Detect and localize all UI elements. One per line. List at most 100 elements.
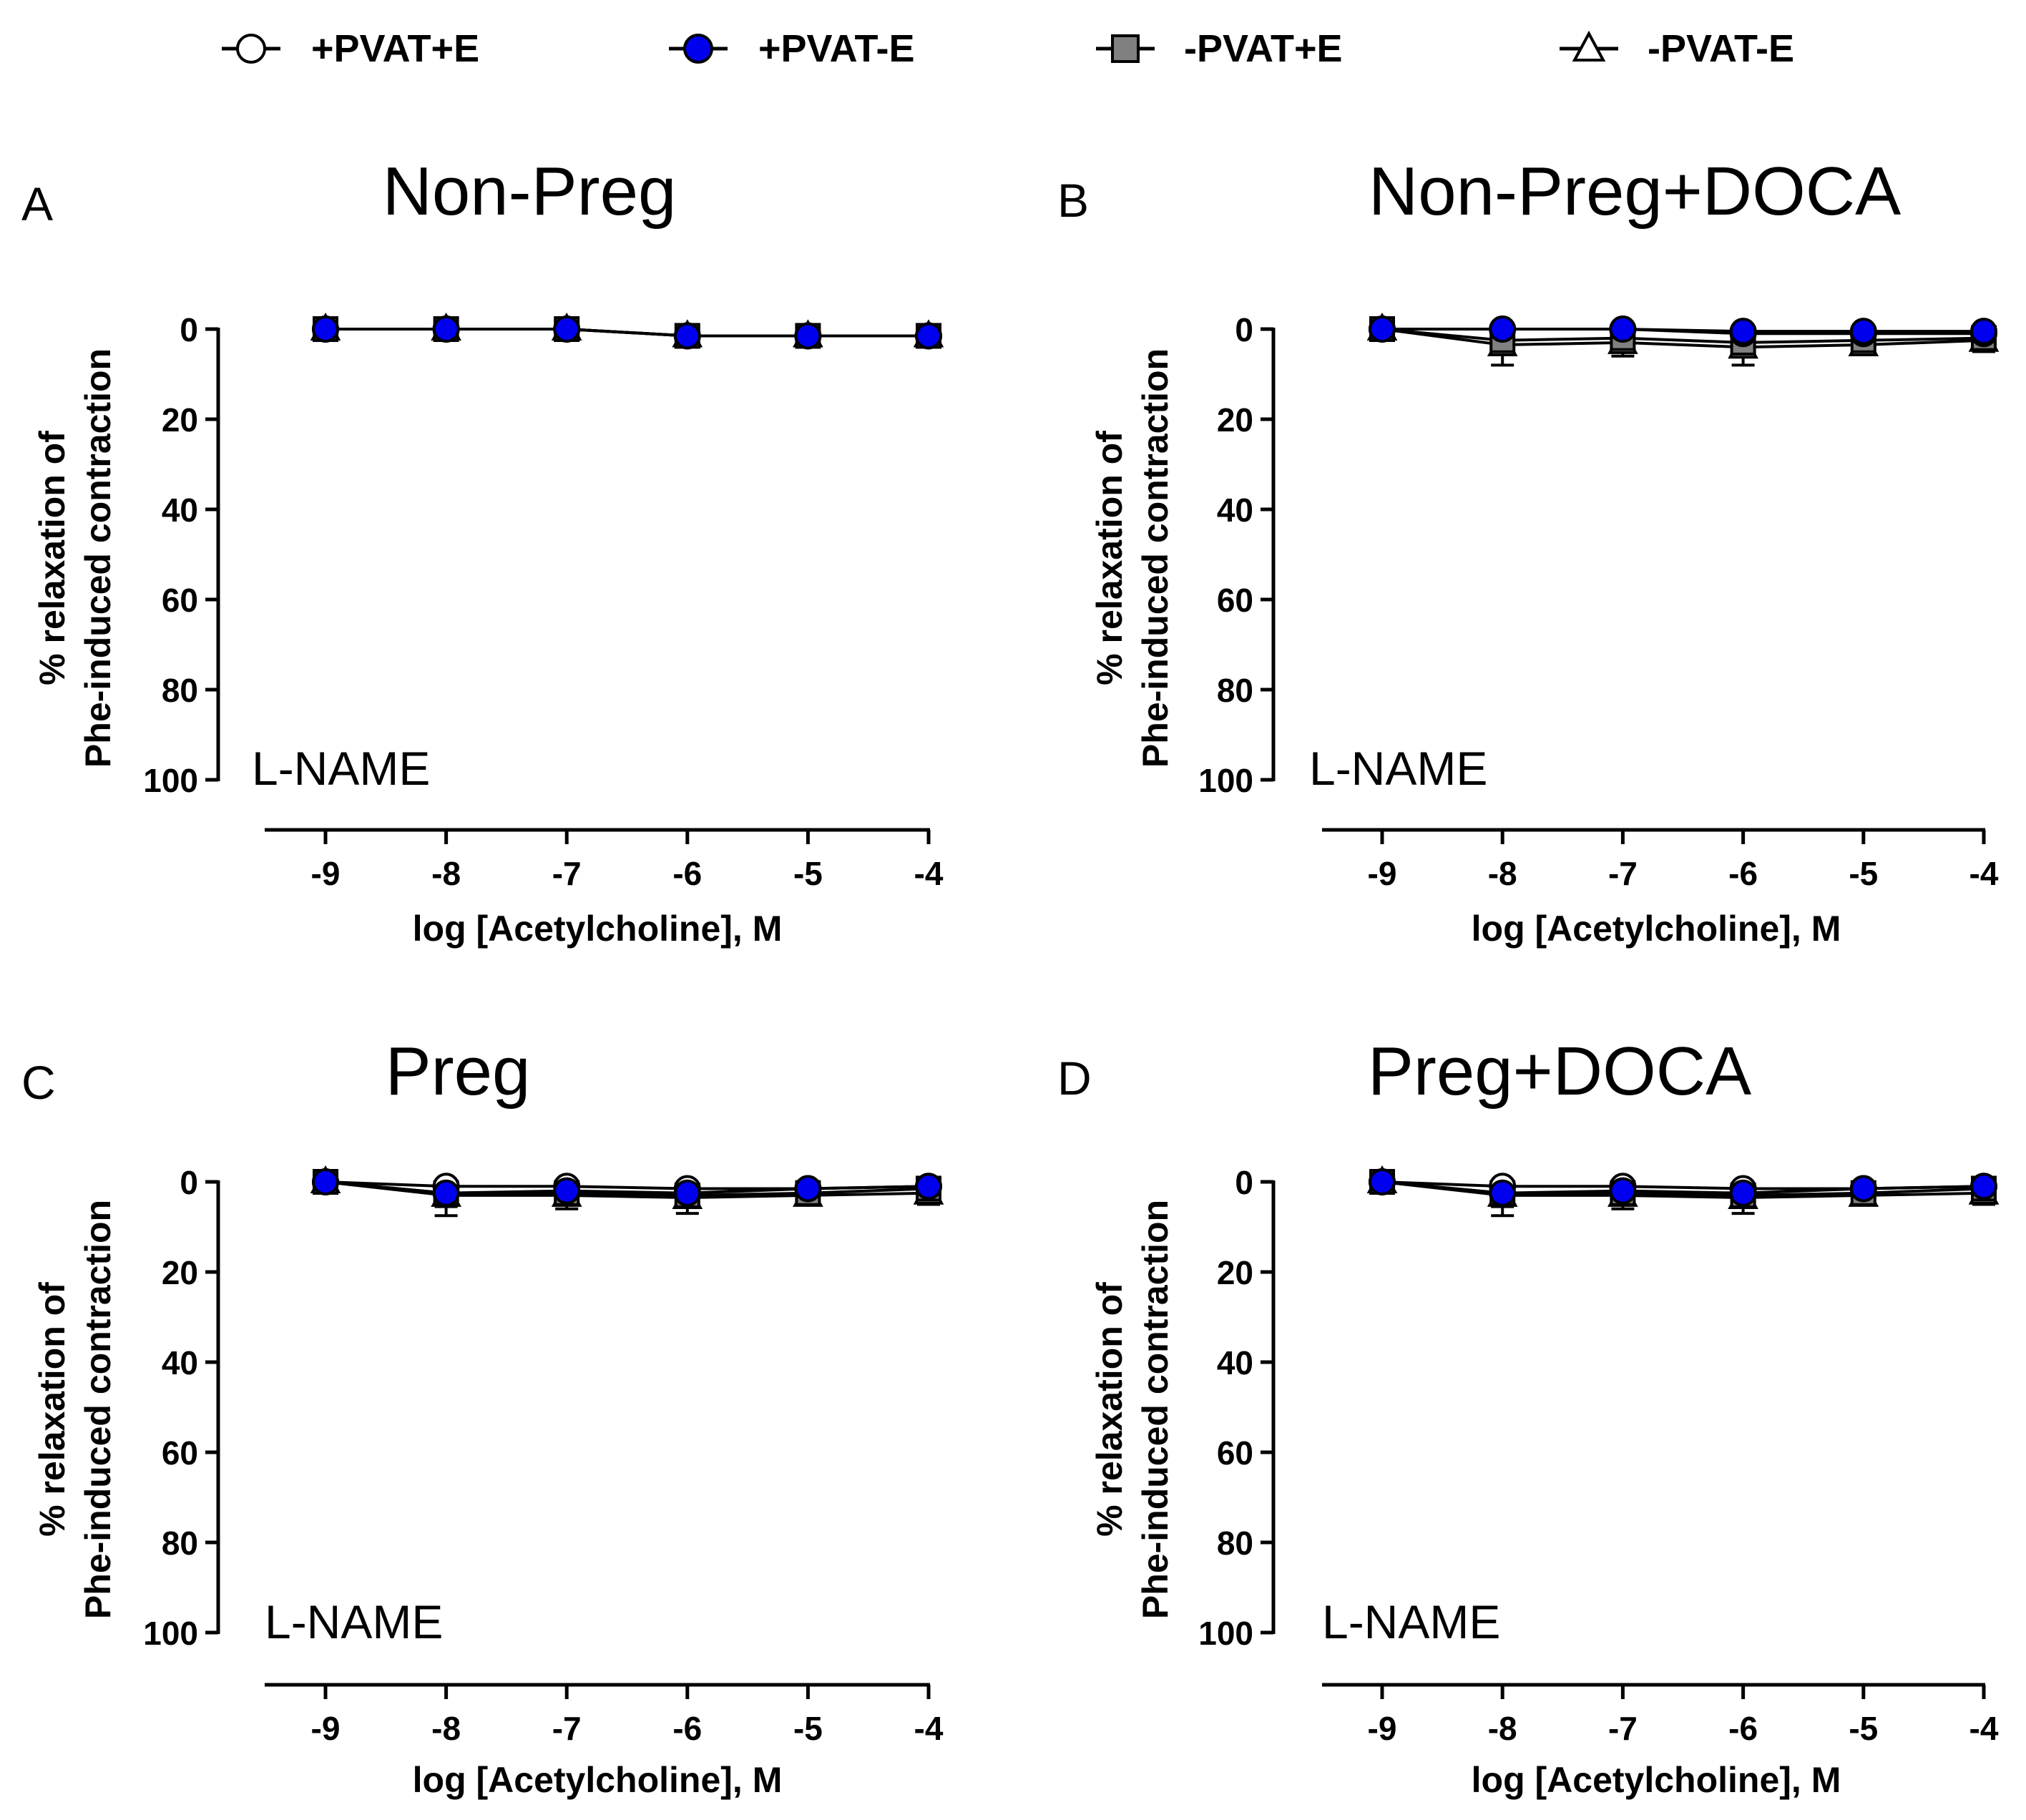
x-tick-label: -9	[311, 1710, 341, 1747]
y-axis-label-line1: % relaxation of	[1090, 1282, 1130, 1537]
y-tick-label: 20	[1217, 401, 1253, 439]
data-point-circle	[312, 315, 339, 343]
y-tick-label: 60	[162, 582, 198, 619]
panel-title: Preg	[386, 1033, 531, 1110]
y-tick-label: 0	[1235, 311, 1253, 348]
data-point-circle	[1369, 1168, 1396, 1195]
annotation-label: L-NAME	[1322, 1595, 1500, 1648]
x-axis-label: log [Acetylcholine], M	[1472, 909, 1841, 949]
x-tick-label: -6	[1728, 1710, 1758, 1747]
x-tick-label: -4	[1969, 855, 1999, 892]
panel-title: Preg+DOCA	[1368, 1033, 1751, 1110]
y-axis-label-line2: Phe-induced contraction	[1135, 348, 1175, 768]
y-axis-label-line1: % relaxation of	[32, 1282, 72, 1537]
y-tick-label: 80	[1217, 672, 1253, 709]
x-tick-label: -4	[914, 1710, 944, 1747]
data-point-circle	[432, 315, 460, 343]
x-tick-label: -8	[431, 1710, 461, 1747]
x-tick-label: -8	[431, 855, 461, 892]
data-point-circle	[1970, 1173, 1997, 1200]
data-point-circle	[1729, 318, 1757, 346]
data-point-circle	[1849, 318, 1877, 346]
legend-entry-pvat-plus-e: +PVAT+E	[222, 27, 479, 70]
panel-a: A Non-Preg % relaxation of Phe-induced c…	[21, 153, 944, 949]
x-tick-label: -4	[914, 855, 944, 892]
x-tick-label: -5	[1849, 855, 1878, 892]
series-line	[1381, 1180, 1985, 1195]
y-tick-label: 60	[1217, 1434, 1253, 1472]
y-tick-label: 100	[143, 762, 198, 799]
y-tick-label: 0	[180, 1164, 198, 1201]
x-tick-label: -7	[1608, 855, 1638, 892]
open-circle-marker	[236, 34, 266, 64]
x-tick-label: -6	[672, 855, 702, 892]
y-axis-label-line2: Phe-induced contraction	[78, 1200, 118, 1619]
series-line	[1381, 1180, 1985, 1200]
x-axis-label: log [Acetylcholine], M	[413, 1760, 783, 1800]
x-tick-label: -8	[1488, 1710, 1517, 1747]
x-tick-label: -9	[1368, 1710, 1397, 1747]
series-line	[1381, 328, 1985, 344]
data-point-circle	[915, 322, 942, 350]
panel-letter: B	[1057, 174, 1089, 227]
y-tick-label: 80	[162, 672, 198, 709]
data-point-circle	[1970, 318, 1997, 346]
y-tick-label: 0	[1235, 1164, 1253, 1201]
x-tick-label: -7	[1608, 1710, 1638, 1747]
data-point-circle	[915, 1173, 942, 1200]
legend-entry-no-pvat-plus-e: -PVAT+E	[1096, 27, 1343, 70]
data-point-circle	[1369, 315, 1396, 343]
annotation-label: L-NAME	[265, 1595, 443, 1648]
series-line	[325, 1180, 929, 1200]
data-point-circle	[1849, 1175, 1877, 1203]
y-axis-label-line1: % relaxation of	[32, 431, 72, 685]
legend-label: +PVAT-E	[758, 27, 915, 70]
data-point-circle	[1729, 1179, 1757, 1207]
data-point-circle	[794, 1175, 822, 1203]
data-point-circle	[794, 322, 822, 350]
data-point-circle	[553, 1177, 581, 1205]
panel-title: Non-Preg+DOCA	[1369, 153, 1901, 230]
x-tick-label: -5	[793, 855, 823, 892]
data-point-circle	[553, 315, 581, 343]
y-tick-label: 100	[1198, 762, 1253, 799]
y-tick-label: 20	[162, 1254, 198, 1291]
panel-b: B Non-Preg+DOCA % relaxation of Phe-indu…	[1057, 153, 2000, 949]
x-tick-label: -8	[1488, 855, 1517, 892]
x-tick-label: -4	[1969, 1710, 1999, 1747]
y-tick-label: 20	[162, 401, 198, 439]
x-tick-label: -5	[1849, 1710, 1878, 1747]
panel-letter: D	[1057, 1052, 1092, 1105]
y-tick-label: 20	[1217, 1254, 1253, 1291]
x-axis-label: log [Acetylcholine], M	[1472, 1760, 1841, 1800]
y-tick-label: 0	[180, 311, 198, 348]
series-line	[325, 1180, 929, 1195]
legend-entry-no-pvat-minus-e: -PVAT-E	[1560, 27, 1794, 70]
x-tick-label: -5	[793, 1710, 823, 1747]
y-axis-label-line2: Phe-induced contraction	[1135, 1200, 1175, 1619]
plot-area: 0 20 40 60 80 100 -9 -8 -7 -6 -5 -4	[1198, 311, 2000, 892]
series-line	[1382, 328, 1984, 333]
panel-title: Non-Preg	[383, 153, 677, 230]
panel-c: C Preg % relaxation of Phe-induced contr…	[21, 1033, 944, 1800]
legend-entry-pvat-minus-e: +PVAT-E	[669, 27, 915, 70]
x-tick-label: -9	[1368, 855, 1397, 892]
data-point-circle	[1489, 1179, 1517, 1207]
annotation-label: L-NAME	[1309, 742, 1487, 795]
x-tick-label: -7	[552, 855, 582, 892]
data-point-circle	[1609, 1177, 1637, 1205]
y-tick-label: 80	[1217, 1525, 1253, 1562]
legend-label: +PVAT+E	[311, 27, 479, 70]
y-tick-label: 100	[1198, 1615, 1253, 1652]
y-tick-label: 40	[1217, 491, 1253, 529]
legend: +PVAT+E +PVAT-E -PVAT+E -PVAT-E	[222, 27, 1794, 70]
plot-area: 0 20 40 60 80 100 -9 -8 -7 -6 -5 -4	[143, 311, 944, 892]
y-axis-label-line2: Phe-induced contraction	[78, 348, 118, 768]
data-point-circle	[1609, 315, 1637, 343]
plot-area: 0 20 40 60 80 100 -9 -8 -7 -6 -5 -4	[143, 1164, 944, 1747]
y-tick-label: 40	[162, 1344, 198, 1381]
data-point-circle	[1489, 315, 1517, 343]
y-axis-label-line1: % relaxation of	[1090, 431, 1130, 685]
y-tick-label: 60	[162, 1434, 198, 1472]
